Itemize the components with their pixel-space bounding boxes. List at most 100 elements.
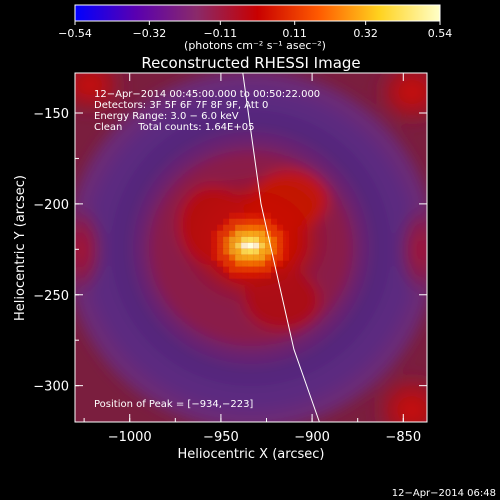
x-tick-label: −950	[203, 430, 239, 445]
peak-pixel	[211, 230, 218, 237]
peak-pixel	[229, 242, 236, 249]
peak-pixel	[283, 242, 290, 249]
peak-pixel	[211, 236, 218, 243]
heatmap-image	[75, 73, 427, 422]
colorbar-units-label: (photons cm⁻² s⁻¹ asec⁻²)	[184, 39, 326, 52]
peak-pixel	[247, 212, 254, 219]
solar-limb-line	[242, 72, 320, 423]
y-tick-label: −200	[33, 198, 69, 213]
peak-pixel	[229, 236, 236, 243]
peak-pixel	[253, 242, 260, 249]
peak-pixel	[259, 212, 266, 219]
x-tick-label: −850	[385, 430, 421, 445]
annotation-clean-counts: Clean Total counts: 1.64E+05	[94, 122, 254, 133]
peak-pixel	[211, 248, 218, 255]
peak-pixel	[247, 254, 254, 261]
peak-pixel	[277, 230, 284, 237]
peak-pixel	[271, 218, 278, 225]
peak-pixel	[247, 260, 254, 267]
x-tick-label: −900	[294, 430, 330, 445]
peak-pixel	[241, 266, 248, 273]
colorbar-tick-label: −0.54	[58, 27, 92, 40]
peak-pixel	[253, 236, 260, 243]
peak-pixel	[253, 218, 260, 225]
peak-pixel	[223, 260, 230, 267]
peak-pixel	[211, 242, 218, 249]
peak-pixel	[283, 248, 290, 255]
peak-pixel	[247, 266, 254, 273]
peak-source	[211, 212, 290, 279]
colorbar-tick-label: 0.11	[282, 27, 307, 40]
peak-pixel	[265, 260, 272, 267]
peak-pixel	[265, 248, 272, 255]
colorbar-tick-label: 0.32	[353, 27, 378, 40]
peak-pixel	[253, 212, 260, 219]
peak-pixel	[217, 242, 224, 249]
annotation-detectors: Detectors: 3F 5F 6F 7F 8F 9F, Att 0	[94, 100, 268, 111]
peak-pixel	[247, 272, 254, 279]
peak-pixel	[277, 260, 284, 267]
peak-pixel	[259, 230, 266, 237]
peak-pixel	[265, 266, 272, 273]
peak-pixel	[223, 266, 230, 273]
plot-frame	[74, 72, 428, 423]
peak-pixel	[217, 224, 224, 231]
peak-pixel	[253, 260, 260, 267]
peak-pixel	[247, 230, 254, 237]
peak-pixel	[217, 230, 224, 237]
peak-pixel	[235, 218, 242, 225]
axis-ticks: −1000 −950 −900 −850 −150 −200 −250 −300	[33, 73, 427, 445]
peak-pixel	[265, 242, 272, 249]
peak-pixel	[223, 242, 230, 249]
colorbar	[74, 4, 441, 22]
colorbar-ticks: −0.54 −0.32 −0.11 0.11 0.32 0.54	[58, 21, 452, 40]
peak-pixel	[223, 218, 230, 225]
peak-pixel	[259, 272, 266, 279]
peak-pixel	[259, 224, 266, 231]
peak-pixel	[241, 230, 248, 237]
peak-pixel	[277, 236, 284, 243]
peak-pixel	[265, 212, 272, 219]
peak-pixel	[253, 224, 260, 231]
peak-pixel	[259, 218, 266, 225]
peak-pixel	[259, 236, 266, 243]
peak-pixel	[277, 254, 284, 261]
peak-pixel	[217, 248, 224, 255]
peak-pixel	[271, 266, 278, 273]
peak-pixel	[253, 230, 260, 237]
peak-pixel	[271, 254, 278, 261]
peak-pixel	[265, 254, 272, 261]
peak-pixel	[241, 248, 248, 255]
peak-pixel	[283, 230, 290, 237]
peak-pixel	[247, 242, 254, 249]
peak-pixel	[229, 218, 236, 225]
peak-pixel	[253, 272, 260, 279]
peak-pixel	[241, 254, 248, 261]
peak-pixel	[241, 242, 248, 249]
peak-pixel	[241, 212, 248, 219]
peak-pixel	[247, 224, 254, 231]
peak-pixel	[259, 260, 266, 267]
peak-pixel	[229, 212, 236, 219]
peak-pixel	[253, 248, 260, 255]
peak-pixel	[259, 266, 266, 273]
peak-pixel	[229, 230, 236, 237]
peak-pixel	[253, 254, 260, 261]
peak-pixel	[265, 224, 272, 231]
peak-pixel	[229, 254, 236, 261]
peak-pixel	[241, 272, 248, 279]
peak-pixel	[235, 254, 242, 261]
peak-pixel	[277, 242, 284, 249]
peak-pixel	[217, 260, 224, 267]
peak-pixel	[223, 224, 230, 231]
peak-pixel	[235, 224, 242, 231]
colorbar-tick-label: −0.11	[203, 27, 237, 40]
peak-pixel	[253, 266, 260, 273]
peak-pixel	[235, 236, 242, 243]
peak-pixel	[265, 218, 272, 225]
peak-pixel	[259, 248, 266, 255]
peak-pixel	[229, 260, 236, 267]
peak-pixel	[271, 248, 278, 255]
y-axis-label: Heliocentric Y (arcsec)	[13, 175, 28, 321]
